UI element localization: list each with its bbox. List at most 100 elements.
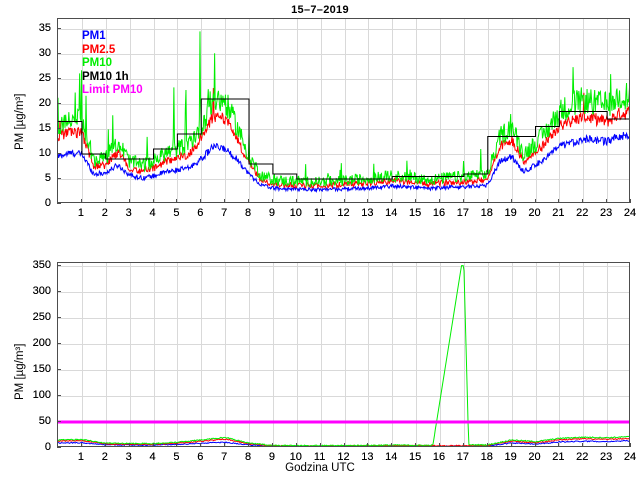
x-tick-label: 18 <box>480 207 493 219</box>
x-tick-label: 22 <box>576 207 589 219</box>
x-tick-label: 2 <box>101 451 108 463</box>
y-tick-label: 0 <box>44 197 51 209</box>
x-tick-label: 6 <box>197 451 204 463</box>
y-tick-label: 200 <box>32 336 51 349</box>
x-tick-label: 21 <box>552 451 565 463</box>
x-tick-label: 11 <box>313 207 326 219</box>
x-tick-mark <box>176 443 177 447</box>
x-tick-mark <box>558 443 559 447</box>
x-tick-label: 23 <box>600 207 613 219</box>
x-tick-label: 8 <box>244 451 252 463</box>
x-tick-label: 24 <box>623 207 637 219</box>
x-tick-label: 8 <box>244 451 252 463</box>
legend-item-pm1: PM1 <box>82 30 106 42</box>
y-tick-label: 25 <box>38 72 51 84</box>
x-tick-label: 12 <box>337 207 350 219</box>
x-tick-label: 12 <box>337 451 350 463</box>
x-tick-label: 7 <box>221 207 228 219</box>
y-tick-mark <box>57 421 61 422</box>
x-tick-label: 1 <box>77 207 84 219</box>
y-tick-label: 250 <box>32 310 51 323</box>
x-tick-label: 4 <box>149 207 156 219</box>
y-tick-label: 300 <box>32 284 51 297</box>
x-tick-mark <box>248 199 249 203</box>
x-tick-mark <box>224 199 225 203</box>
y-tick-label: 10 <box>38 147 51 159</box>
x-tick-label: 4 <box>149 207 156 219</box>
x-tick-label: 10 <box>289 451 302 463</box>
y-tick-label: 350 <box>32 258 51 271</box>
x-tick-label: 7 <box>221 207 228 219</box>
x-tick-label: 4 <box>149 451 156 463</box>
x-tick-label: 19 <box>504 207 517 219</box>
x-tick-label: 9 <box>268 207 275 219</box>
y-tick-label: 300 <box>32 284 51 297</box>
y-tick-mark <box>57 203 61 204</box>
x-tick-label: 16 <box>432 207 446 219</box>
x-tick-label: 23 <box>600 451 613 463</box>
x-tick-label: 12 <box>337 451 350 463</box>
x-tick-mark <box>296 443 297 447</box>
x-tick-label: 3 <box>125 451 132 463</box>
y-tick-label: 5 <box>44 172 51 184</box>
y-tick-label: 250 <box>32 310 51 323</box>
x-tick-label: 8 <box>244 207 252 219</box>
y-tick-label: 30 <box>38 47 51 59</box>
x-tick-label: 1 <box>77 451 84 463</box>
x-tick-mark <box>391 199 392 203</box>
x-tick-label: 14 <box>385 207 398 219</box>
x-tick-label: 1 <box>77 207 84 219</box>
x-tick-mark <box>391 443 392 447</box>
y-tick-label: 5 <box>44 172 51 184</box>
x-tick-label: 12 <box>337 207 350 219</box>
x-tick-mark <box>200 199 201 203</box>
y-tick-label: 200 <box>32 336 51 349</box>
x-tick-label: 3 <box>125 451 132 463</box>
x-tick-label: 16 <box>432 451 446 463</box>
top-panel-plot-area <box>57 18 630 203</box>
y-tick-mark <box>57 291 61 292</box>
x-tick-label: 13 <box>361 207 374 219</box>
x-tick-mark <box>105 199 106 203</box>
x-tick-mark <box>320 199 321 203</box>
x-tick-label: 22 <box>576 207 589 219</box>
x-tick-label: 5 <box>173 451 180 463</box>
x-tick-label: 24 <box>623 451 637 463</box>
x-tick-mark <box>487 443 488 447</box>
x-tick-label: 18 <box>480 207 493 219</box>
x-tick-label: 14 <box>385 451 398 463</box>
y-tick-label: 10 <box>38 147 51 159</box>
x-tick-label: 23 <box>600 451 613 463</box>
x-tick-mark <box>200 443 201 447</box>
x-tick-label: 19 <box>504 451 517 463</box>
legend-item-limit-pm10: Limit PM10 <box>82 84 143 97</box>
y-tick-label: 150 <box>32 362 51 375</box>
y-tick-mark <box>57 103 61 104</box>
y-tick-mark <box>57 28 61 29</box>
x-tick-label: 19 <box>504 207 517 219</box>
x-tick-mark <box>487 199 488 203</box>
y-tick-mark <box>57 153 61 154</box>
x-tick-label: 22 <box>576 451 589 463</box>
y-tick-label: 0 <box>44 441 51 453</box>
x-tick-label: 6 <box>197 207 204 219</box>
x-tick-mark <box>415 199 416 203</box>
x-tick-label: 19 <box>504 451 517 463</box>
x-tick-label: 15 <box>409 451 422 463</box>
x-tick-mark <box>272 443 273 447</box>
x-tick-label: 18 <box>480 451 493 463</box>
x-tick-label: 14 <box>385 207 398 219</box>
y-tick-label: 100 <box>32 388 51 401</box>
x-tick-label: 15 <box>409 207 422 219</box>
y-tick-label: 35 <box>38 22 51 34</box>
y-tick-mark <box>57 78 61 79</box>
x-tick-label: 21 <box>552 207 565 219</box>
x-tick-label: 17 <box>456 451 469 463</box>
x-tick-label: 24 <box>623 207 637 219</box>
x-tick-mark <box>630 199 631 203</box>
y-tick-mark <box>57 128 61 129</box>
x-tick-label: 9 <box>268 451 275 463</box>
x-tick-label: 7 <box>221 451 228 463</box>
y-tick-label: 50 <box>38 414 51 427</box>
